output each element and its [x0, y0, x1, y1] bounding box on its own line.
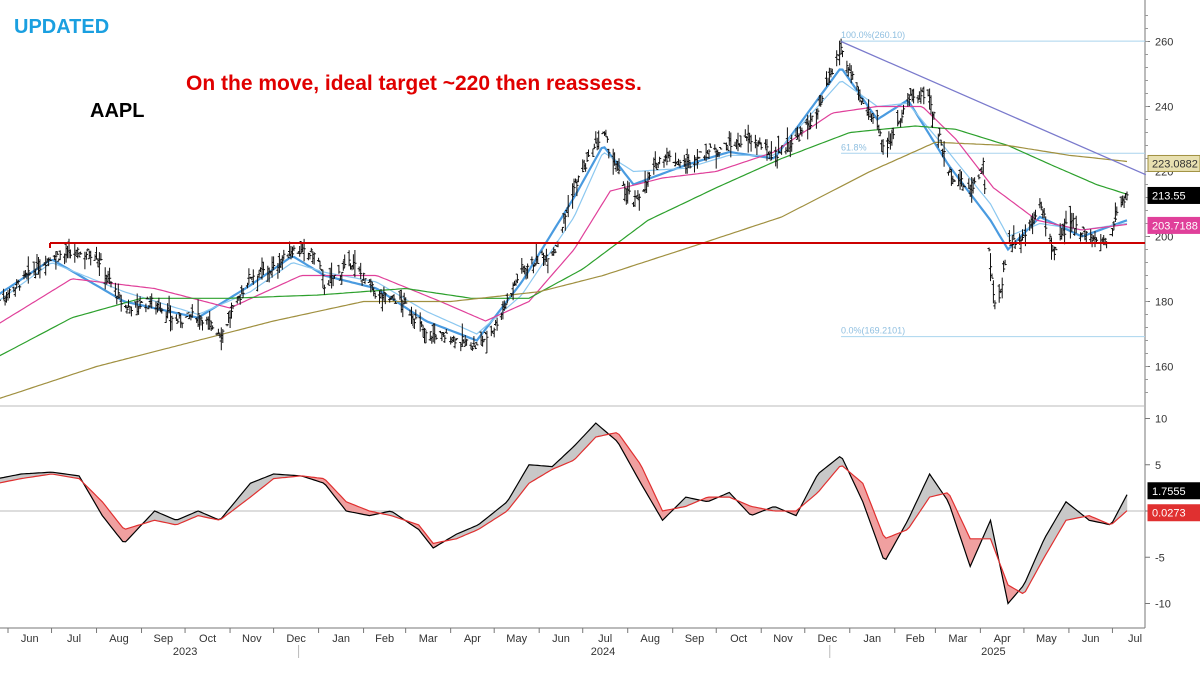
oscillator-value-tag: 0.0273 — [1152, 508, 1186, 520]
x-tick-label: Jul — [67, 633, 81, 645]
y-tick-label: 200 — [1155, 232, 1173, 244]
y-tick-label: 180 — [1155, 297, 1173, 309]
x-tick-label: Aug — [640, 633, 660, 645]
oscillator-value-tag: 1.7555 — [1152, 486, 1186, 498]
x-tick-label: Mar — [948, 633, 967, 645]
y-tick-label: 260 — [1155, 37, 1173, 49]
fib-level-label: 0.0%(169.2101) — [841, 326, 905, 336]
x-tick-label: Mar — [419, 633, 438, 645]
osc-y-tick-label: -10 — [1155, 599, 1171, 611]
x-tick-label: Jun — [552, 633, 570, 645]
fibonacci-levels: 100.0%(260.10) 61.8% 0.0%(169.2101) — [841, 30, 1145, 338]
ma-value-tag-box — [1147, 154, 1200, 172]
year-label: 2023 — [173, 646, 197, 658]
x-tick-label: Feb — [375, 633, 394, 645]
year-label: 2025 — [981, 646, 1005, 658]
osc-y-tick-label: 10 — [1155, 414, 1167, 426]
ticker-label: AAPL — [90, 100, 145, 122]
x-tick-label: Jun — [21, 633, 39, 645]
last-price-tag-box — [1147, 186, 1200, 204]
moving-average-lines — [0, 68, 1128, 399]
oscillator-value-tag-box — [1147, 504, 1200, 522]
x-tick-label: Feb — [906, 633, 925, 645]
fib-level-label: 61.8% — [841, 142, 867, 152]
oscillator-lines — [0, 422, 1128, 605]
price-ohlc-bars — [0, 38, 1129, 354]
x-tick-label: Aug — [109, 633, 129, 645]
ma-value-tag: 203.7188 — [1152, 220, 1198, 232]
x-tick-label: Nov — [773, 633, 793, 645]
last-price-tag: 213.55 — [1152, 190, 1186, 202]
x-tick-label: Jan — [332, 633, 350, 645]
x-tick-label: Oct — [730, 633, 747, 645]
x-tick-label: Jan — [863, 633, 881, 645]
moving-average-line — [0, 125, 1128, 357]
oscillator-fill-band — [531, 464, 536, 482]
x-tick-label: Sep — [154, 633, 174, 645]
x-tick-label: Jul — [1128, 633, 1142, 645]
x-tick-label: Oct — [199, 633, 216, 645]
chart-overlays — [49, 40, 1147, 248]
moving-average-line — [0, 105, 1128, 324]
axes: 160180200220240260-10-50510JunJulAugSepO… — [7, 15, 1173, 658]
resistance-trendline — [840, 40, 1147, 176]
price-bars — [0, 38, 1129, 354]
oscillator-fill-band — [122, 527, 126, 543]
updated-badge: UPDATED — [14, 16, 110, 38]
ma-value-tag-box — [1147, 216, 1200, 234]
x-tick-label: Jun — [1082, 633, 1100, 645]
moving-average-line — [0, 141, 1128, 399]
oscillator-fill-band — [882, 534, 887, 560]
value-tags: 223.0882 213.55 203.7188 1.7555 0.0273 — [1147, 154, 1200, 522]
x-tick-label: Apr — [464, 633, 481, 645]
oscillator-value-tag-box — [1147, 482, 1200, 500]
x-tick-label: Apr — [994, 633, 1011, 645]
x-tick-label: Dec — [818, 633, 838, 645]
x-tick-label: Nov — [242, 633, 262, 645]
fib-level-label: 100.0%(260.10) — [841, 30, 905, 40]
year-label: 2024 — [591, 646, 615, 658]
osc-y-tick-label: -5 — [1155, 552, 1165, 564]
x-tick-label: Jul — [598, 633, 612, 645]
moving-average-line — [0, 68, 1128, 342]
y-tick-label: 240 — [1155, 102, 1173, 114]
oscillator-fill-band — [1065, 501, 1070, 521]
oscillator-line — [0, 422, 1128, 605]
oscillator-line — [0, 432, 1128, 595]
osc-y-tick-label: 5 — [1155, 460, 1161, 472]
y-tick-label: 160 — [1155, 362, 1173, 374]
x-tick-label: May — [1036, 633, 1057, 645]
annotation-text: On the move, ideal target ~220 then reas… — [186, 72, 642, 95]
x-tick-label: Dec — [286, 633, 306, 645]
oscillator-fill-band — [528, 464, 533, 484]
ma-value-tag: 223.0882 — [1152, 158, 1198, 170]
x-tick-label: Sep — [685, 633, 705, 645]
x-tick-label: May — [506, 633, 527, 645]
